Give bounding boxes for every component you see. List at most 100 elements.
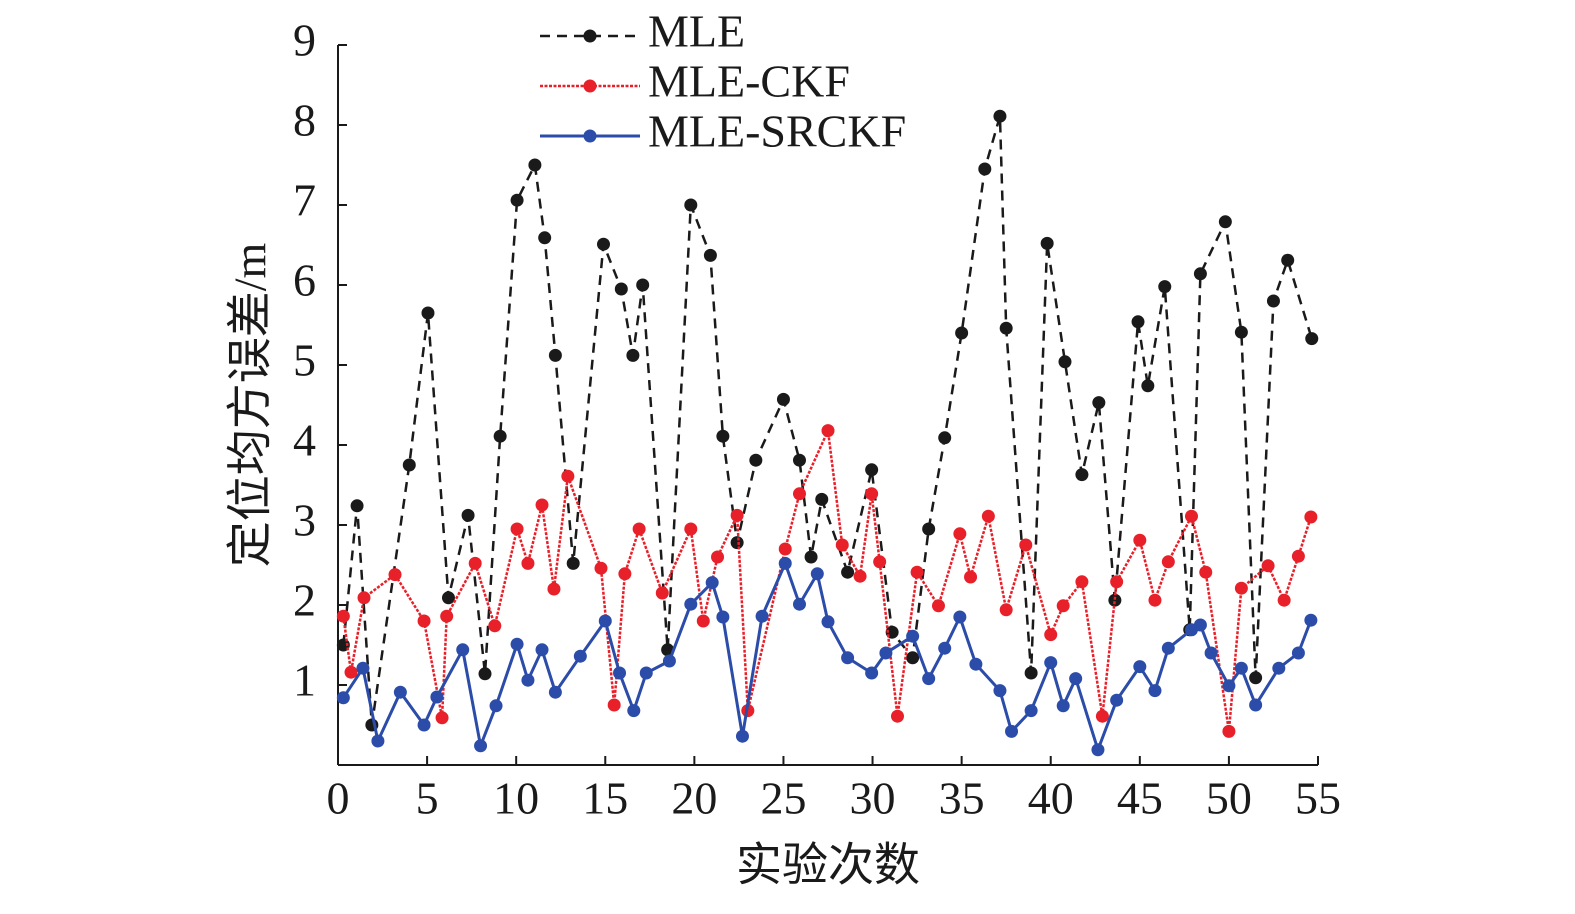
point — [510, 637, 524, 651]
y-tick-label: 9 — [293, 15, 316, 66]
point — [696, 614, 710, 628]
point — [1304, 613, 1318, 627]
point — [478, 667, 492, 681]
y-tick-label: 5 — [293, 335, 316, 386]
point — [596, 237, 610, 251]
point — [1133, 533, 1147, 547]
point — [528, 158, 542, 172]
y-tick-label: 7 — [293, 175, 316, 226]
point — [1092, 396, 1106, 410]
y-tick-label: 1 — [293, 655, 316, 706]
point — [922, 522, 936, 536]
point — [1161, 641, 1175, 655]
point — [1044, 656, 1058, 670]
point — [598, 614, 612, 628]
point — [1091, 743, 1105, 757]
point — [835, 538, 849, 552]
point — [662, 654, 676, 668]
legend-marker — [583, 79, 597, 93]
point — [1291, 646, 1305, 660]
point — [1005, 724, 1019, 738]
point — [964, 570, 978, 584]
point — [566, 556, 580, 570]
point — [1056, 599, 1070, 613]
legend-marker — [583, 29, 597, 43]
point — [561, 469, 575, 483]
point — [953, 610, 967, 624]
point — [684, 522, 698, 536]
point — [1040, 236, 1054, 250]
point — [1272, 661, 1286, 675]
point — [810, 567, 824, 581]
point — [393, 685, 407, 699]
x-tick-label: 55 — [1295, 773, 1341, 824]
point — [1277, 593, 1291, 607]
point — [1281, 253, 1295, 267]
point — [684, 198, 698, 212]
point — [1304, 510, 1318, 524]
point — [548, 685, 562, 699]
point — [821, 424, 835, 438]
point — [993, 109, 1007, 123]
series-line — [342, 426, 1313, 732]
point — [1141, 379, 1155, 393]
point — [711, 550, 725, 564]
y-axis-label: 定位均方误差/m — [225, 243, 276, 568]
point — [441, 591, 455, 605]
point — [978, 162, 992, 176]
point — [636, 278, 650, 292]
point — [938, 641, 952, 655]
point — [1075, 468, 1089, 482]
point — [535, 643, 549, 657]
point — [440, 609, 454, 623]
point — [1184, 509, 1198, 523]
point — [755, 609, 769, 623]
point — [684, 597, 698, 611]
point — [626, 348, 640, 362]
point — [538, 231, 552, 245]
series-line — [342, 559, 1313, 755]
point — [853, 569, 867, 583]
y-tick-label: 2 — [293, 575, 316, 626]
point — [356, 661, 370, 675]
point — [1249, 671, 1263, 685]
point — [1234, 325, 1248, 339]
point — [716, 610, 730, 624]
point — [402, 458, 416, 472]
point — [1110, 693, 1124, 707]
x-tick-label: 30 — [850, 773, 896, 824]
point — [1204, 646, 1218, 660]
point — [493, 429, 507, 443]
x-tick-label: 10 — [493, 773, 539, 824]
point — [1291, 549, 1305, 563]
x-tick-label: 50 — [1206, 773, 1252, 824]
point — [1266, 294, 1280, 308]
point — [468, 556, 482, 570]
point — [417, 614, 431, 628]
point — [938, 431, 952, 445]
point — [1069, 672, 1083, 686]
point — [421, 306, 435, 320]
point — [430, 690, 444, 704]
point — [1261, 559, 1275, 573]
point — [1058, 355, 1072, 369]
point — [873, 555, 887, 569]
point — [910, 565, 924, 579]
point — [1024, 704, 1038, 718]
point — [614, 282, 628, 296]
point — [655, 586, 669, 600]
point — [955, 326, 969, 340]
series-line — [342, 115, 1313, 726]
point — [344, 665, 358, 679]
point — [1234, 661, 1248, 675]
y-tick-label: 3 — [293, 495, 316, 546]
point — [865, 463, 879, 477]
point — [388, 568, 402, 582]
point — [336, 691, 350, 705]
point — [510, 522, 524, 536]
x-axis-label: 实验次数 — [736, 840, 920, 891]
point — [778, 556, 792, 570]
point — [336, 609, 350, 623]
point — [521, 673, 535, 687]
